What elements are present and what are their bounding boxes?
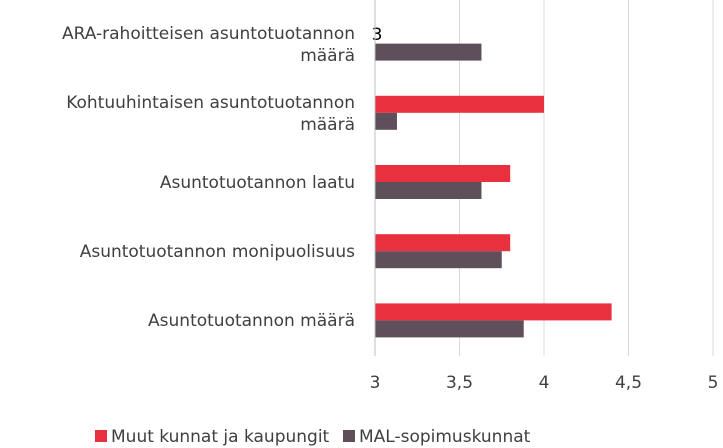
x-tick-label: 3 xyxy=(370,373,381,393)
y-tick-label: ARA-rahoitteisen asuntotuotannon määrä xyxy=(62,23,355,66)
bar xyxy=(375,303,612,321)
legend-swatch xyxy=(343,430,355,442)
x-tick-label: 5 xyxy=(708,373,719,393)
y-tick-label: Asuntotuotannon määrä xyxy=(148,311,355,332)
data-label: 3 xyxy=(372,25,383,45)
bar xyxy=(375,234,511,252)
x-tick-label: 3,5 xyxy=(446,373,473,393)
y-tick-label: Asuntotuotannon monipuolisuus xyxy=(79,242,355,263)
x-tick-label: 4,5 xyxy=(615,373,642,393)
legend-swatch xyxy=(95,430,107,442)
bar xyxy=(375,95,544,113)
bar xyxy=(375,182,482,199)
legend-label: MAL-sopimuskunnat xyxy=(359,427,531,447)
x-tick-label: 4 xyxy=(539,373,550,393)
bar xyxy=(375,112,397,130)
legend-label: Muut kunnat ja kaupungit xyxy=(111,427,330,447)
bar xyxy=(375,43,482,61)
y-tick-label: Asuntotuotannon laatu xyxy=(159,173,355,193)
bar xyxy=(375,251,502,269)
bar xyxy=(375,320,524,338)
bar xyxy=(375,165,511,182)
y-tick-label: Kohtuuhintaisen asuntotuotannon määrä xyxy=(66,92,355,135)
